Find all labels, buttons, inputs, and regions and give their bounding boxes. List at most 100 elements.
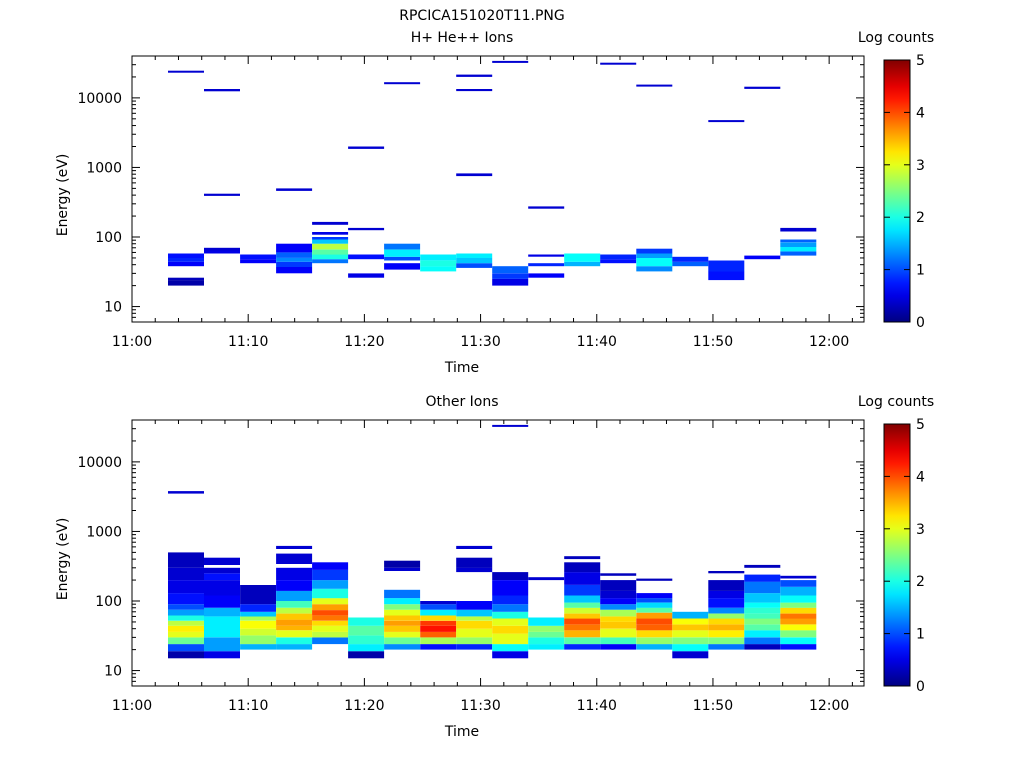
heatmap-cell [636, 257, 673, 267]
heatmap-cell [348, 617, 385, 626]
heatmap-cell [600, 580, 637, 591]
x-tick-label: 11:30 [460, 334, 500, 350]
heatmap-cell [744, 613, 781, 619]
heatmap-cell [672, 644, 709, 652]
heatmap-cell [384, 256, 421, 261]
heatmap-cell [240, 259, 277, 264]
heatmap-cell [528, 617, 565, 626]
heatmap-cell [600, 644, 637, 650]
heatmap-cell [204, 250, 240, 254]
heatmap-cell [384, 249, 421, 257]
heatmap-cell [168, 552, 204, 568]
heatmap-cell [312, 569, 349, 581]
heatmap-cell [780, 607, 817, 614]
heatmap-cell [240, 628, 277, 636]
heatmap-cell [672, 611, 709, 619]
heatmap-cells [168, 424, 817, 659]
heatmap-cell [600, 616, 637, 622]
heatmap-cell [600, 598, 637, 605]
heatmap-cell [384, 620, 421, 626]
heatmap-cell [168, 593, 204, 605]
heatmap-cell [708, 607, 745, 614]
heatmap-cell [492, 424, 529, 427]
plot-frame [131, 419, 865, 687]
heatmap-cell [384, 263, 421, 270]
heatmap-cell [276, 267, 313, 274]
heatmap-cell [276, 257, 313, 262]
heatmap-cell [420, 620, 457, 626]
heatmap-cell [564, 595, 601, 603]
heatmap-cell [492, 60, 529, 63]
heatmap-cell [780, 242, 817, 247]
heatmap-cell [744, 564, 781, 568]
heatmap-cell [348, 625, 385, 636]
heatmap-cell [348, 273, 385, 278]
colorbar-title: Log counts [858, 394, 934, 410]
heatmap-cell [168, 257, 204, 262]
heatmap-cell [240, 616, 277, 621]
heatmap-cell [492, 595, 529, 605]
panel-title: Other Ions [425, 394, 498, 410]
heatmap-cell [276, 613, 313, 620]
heatmap-cell [744, 86, 781, 89]
heatmap-cell [780, 595, 817, 603]
heatmap-cell [276, 601, 313, 608]
heatmap-cell [456, 557, 493, 568]
heatmap-cell [600, 628, 637, 638]
heatmap-cell [168, 261, 204, 267]
heatmap-cell [600, 62, 637, 65]
colorbar-tick-label: 0 [916, 679, 925, 695]
heatmap-cell [708, 590, 745, 599]
heatmap-cell [168, 637, 204, 645]
heatmap-cell [240, 644, 277, 650]
heatmap-cell [600, 590, 637, 599]
heatmap-cell [744, 630, 781, 638]
heatmap-cell [672, 261, 709, 267]
heatmap-cell [492, 633, 529, 645]
colorbar [883, 59, 911, 323]
heatmap-cell [276, 545, 313, 549]
heatmap-cell [528, 644, 565, 650]
heatmap-cell [384, 567, 421, 571]
heatmap-cell [168, 70, 204, 73]
heatmap-cell [528, 206, 565, 209]
heatmap-cell [168, 253, 204, 258]
y-axis-title: Energy (eV) [55, 518, 71, 601]
heatmap-cell [204, 607, 240, 617]
heatmap-cell [240, 620, 277, 629]
x-axis-title: Time [444, 724, 479, 740]
heatmap-cell [384, 637, 421, 645]
heatmap-cell [708, 644, 745, 650]
heatmap-cell [708, 618, 745, 625]
heatmap-cell [780, 586, 817, 596]
heatmap-cell [420, 254, 457, 261]
heatmap-cell [312, 615, 349, 621]
heatmap-cell [276, 243, 313, 253]
heatmap-cell [384, 644, 421, 650]
plot-frame [131, 55, 865, 323]
heatmap-cell [456, 253, 493, 258]
heatmap-cell [636, 266, 673, 272]
colorbar-tick-label: 4 [916, 469, 925, 485]
heatmap-cell [384, 560, 421, 568]
x-tick-label: 11:40 [577, 334, 617, 350]
heatmap-cell [708, 613, 745, 619]
heatmap-cell [744, 593, 781, 603]
heatmap-cell [384, 589, 421, 599]
heatmap-cell [384, 631, 421, 638]
colorbar-tick-label: 5 [916, 417, 925, 433]
heatmap-cell [168, 631, 204, 638]
colorbar-tick-label: 2 [916, 574, 925, 590]
heatmap-cell [636, 644, 673, 650]
heatmap-cell [384, 598, 421, 605]
heatmap-cell [528, 631, 565, 638]
heatmap-cell [168, 567, 204, 580]
heatmap-cell [384, 609, 421, 616]
heatmap-cell [348, 635, 385, 645]
heatmap-cell [672, 630, 709, 638]
y-tick-label: 1000 [86, 524, 122, 540]
heatmap-cell [420, 266, 457, 272]
heatmap-cell [204, 193, 240, 196]
heatmap-cell [168, 491, 204, 494]
heatmap-cell [456, 173, 493, 177]
